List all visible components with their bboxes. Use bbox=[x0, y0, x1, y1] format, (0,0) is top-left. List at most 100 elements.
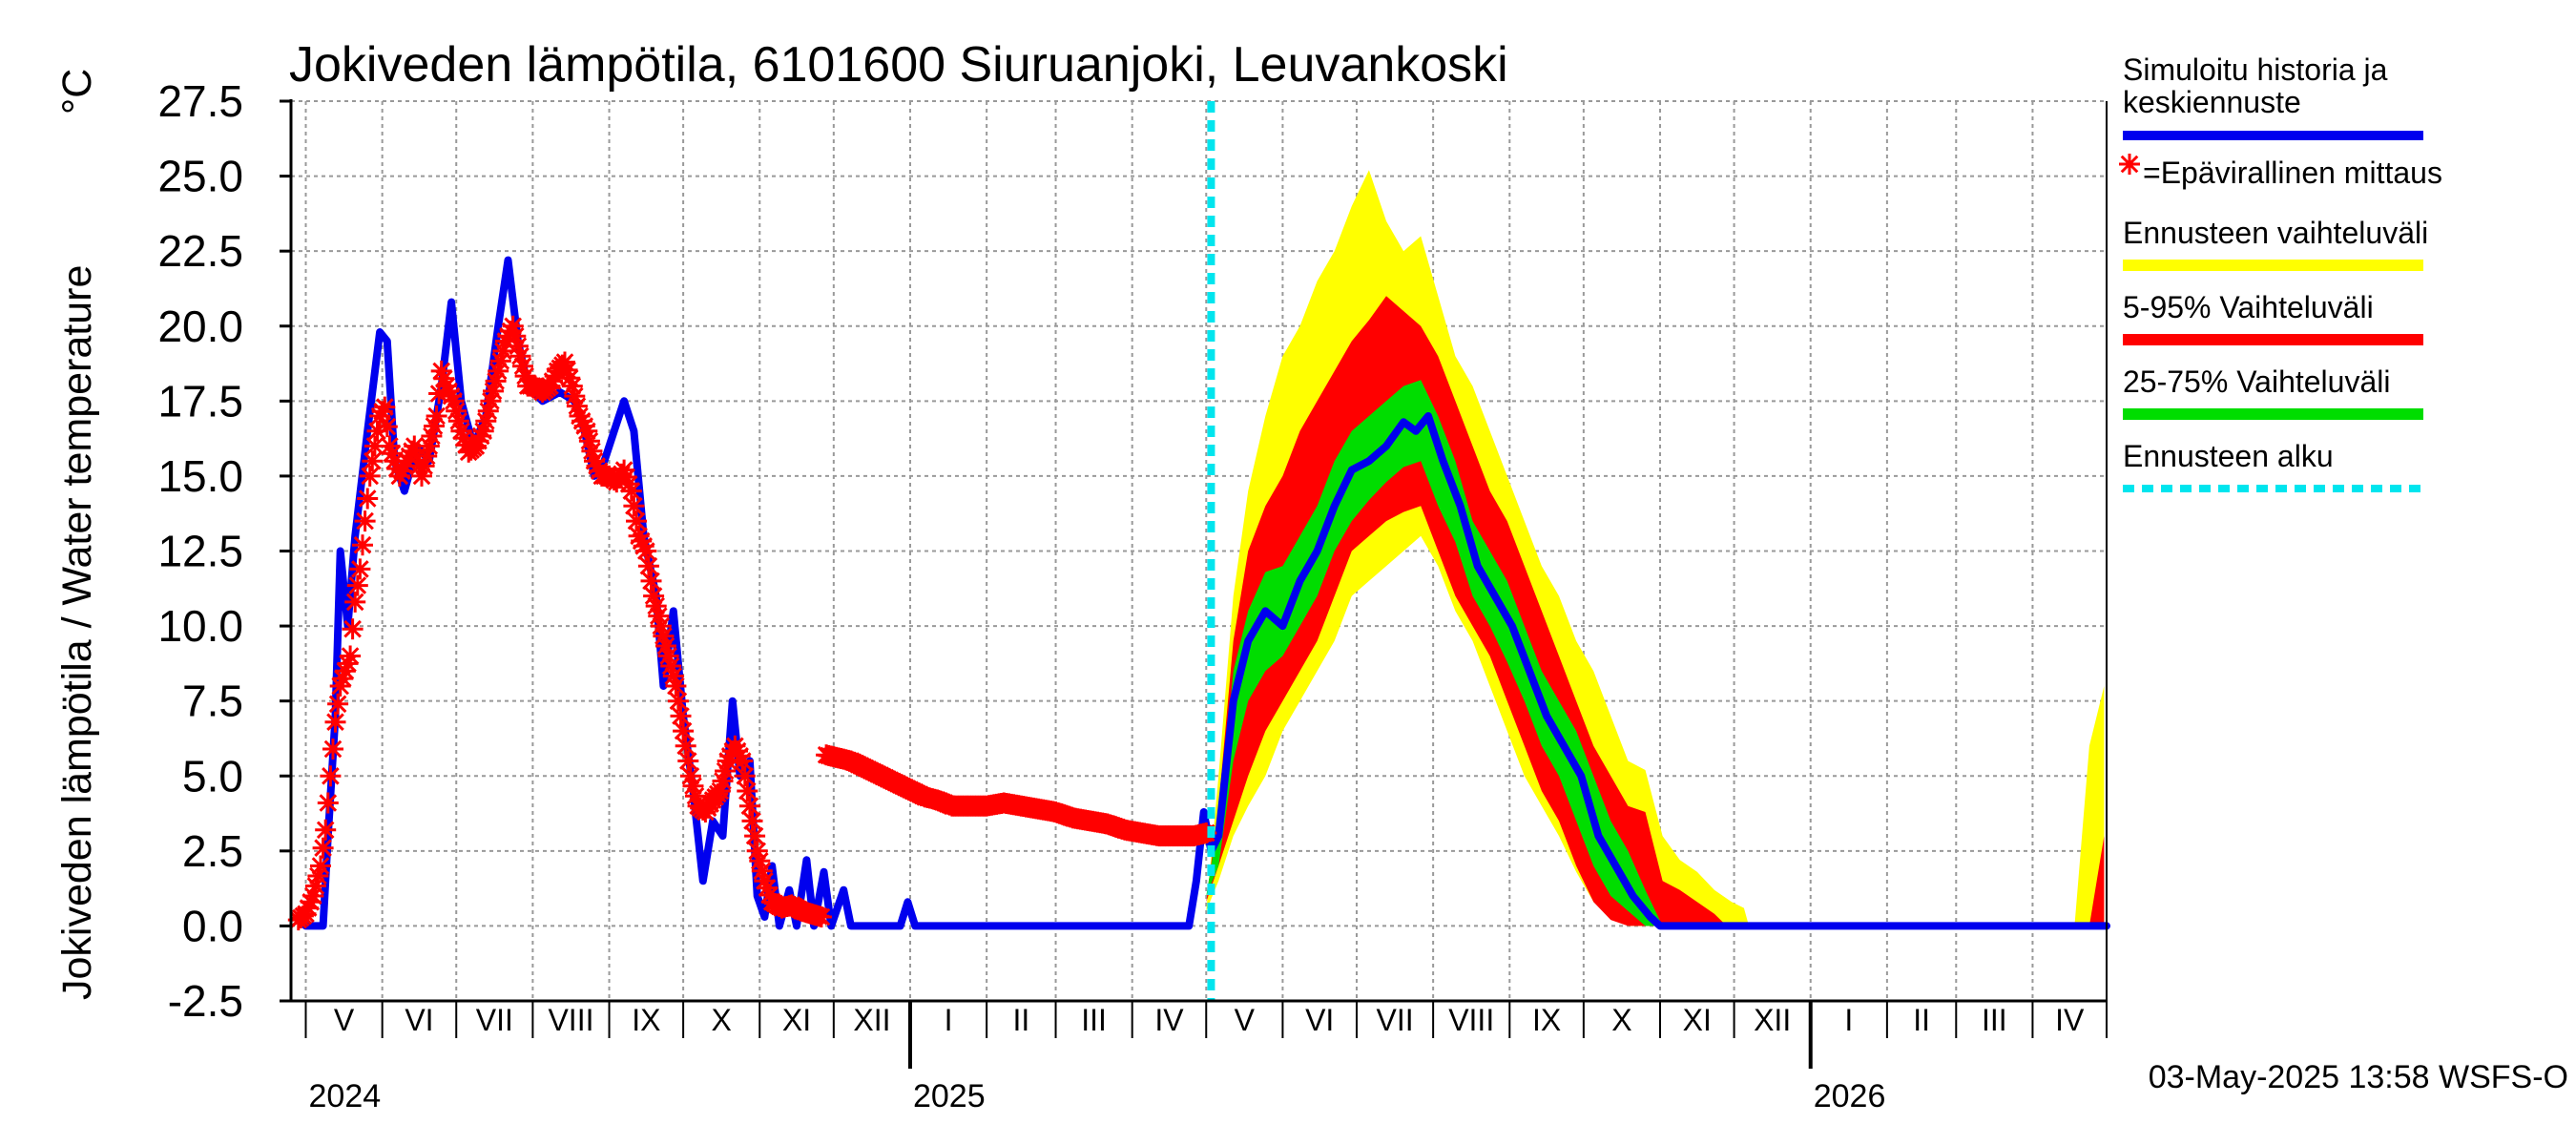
measurement-stroke bbox=[405, 437, 424, 455]
measurement-point bbox=[312, 837, 334, 859]
measurement-point bbox=[620, 480, 642, 502]
measurement-stroke bbox=[614, 461, 634, 479]
measurement-stroke bbox=[326, 713, 344, 732]
y-tick-label: 10.0 bbox=[157, 601, 243, 651]
measurement-point bbox=[667, 690, 689, 712]
measurement-point bbox=[327, 693, 349, 715]
legend-history-label: Simuloitu historia ja bbox=[2123, 52, 2388, 87]
month-label: IV bbox=[1154, 1003, 1184, 1037]
measurement-point bbox=[626, 510, 647, 532]
measurement-stroke bbox=[733, 752, 752, 770]
measurement-stroke bbox=[758, 879, 777, 897]
measurement-stroke bbox=[736, 766, 755, 785]
legend-full-range-label: Ennusteen vaihteluväli bbox=[2123, 216, 2428, 250]
measurement-stroke bbox=[563, 377, 582, 395]
measurement-point bbox=[376, 416, 398, 438]
measurement-stroke bbox=[509, 337, 528, 356]
legend-5-95-label: 5-95% Vaihteluväli bbox=[2123, 290, 2374, 324]
measurement-point bbox=[359, 465, 381, 487]
measurement-point bbox=[322, 739, 343, 760]
month-label: XI bbox=[782, 1003, 811, 1037]
month-label: VI bbox=[405, 1003, 433, 1037]
measurement-point bbox=[344, 591, 366, 613]
measurement-point bbox=[315, 819, 337, 841]
measurement-stroke bbox=[625, 496, 643, 515]
measurement-stroke bbox=[664, 667, 683, 685]
measurement-stroke bbox=[622, 482, 641, 500]
measurement-stroke bbox=[647, 596, 666, 615]
measurement-stroke bbox=[341, 647, 360, 665]
month-label: XI bbox=[1683, 1003, 1712, 1037]
measurement-stroke bbox=[322, 766, 340, 785]
measurement-stroke bbox=[314, 839, 332, 858]
measurement-point bbox=[673, 720, 695, 742]
year-label: 2025 bbox=[913, 1078, 986, 1114]
measurement-stroke bbox=[560, 368, 579, 387]
measurement-stroke bbox=[316, 821, 335, 840]
measurement-stroke bbox=[447, 402, 466, 421]
measurement-point bbox=[342, 618, 364, 640]
timestamp-footer: 03-May-2025 13:58 WSFS-O bbox=[2149, 1059, 2568, 1095]
measurement-point bbox=[349, 558, 371, 580]
measurement-point bbox=[677, 750, 699, 772]
measurement-point bbox=[310, 855, 331, 877]
measurement-point bbox=[320, 765, 342, 787]
month-label: I bbox=[1844, 1003, 1853, 1037]
month-label: VIII bbox=[548, 1003, 593, 1037]
y-axis-label: Jokiveden lämpötila / Water temperature bbox=[54, 265, 100, 1000]
measurement-point bbox=[2119, 154, 2140, 175]
legend-history-label-2: keskiennuste bbox=[2123, 85, 2301, 119]
measurement-stroke bbox=[672, 707, 690, 725]
measurement-stroke bbox=[652, 616, 671, 635]
measurement-stroke bbox=[812, 907, 831, 926]
legend-25-75-label: 25-75% Vaihteluväli bbox=[2123, 364, 2390, 399]
measurement-stroke bbox=[583, 442, 601, 461]
measurement-point bbox=[324, 711, 346, 733]
measurement-stroke bbox=[516, 366, 534, 385]
y-tick-label: 17.5 bbox=[157, 376, 243, 426]
measurement-point bbox=[374, 396, 396, 418]
month-label: III bbox=[1982, 1003, 2007, 1037]
measurement-point bbox=[346, 574, 368, 596]
measurement-stroke bbox=[343, 619, 362, 638]
legend-measurement-label: =Epävirallinen mittaus bbox=[2143, 156, 2442, 190]
measurement-stroke bbox=[353, 535, 372, 554]
y-axis-unit: °C bbox=[54, 69, 100, 114]
y-tick-label: 5.0 bbox=[182, 751, 243, 801]
measurement-stroke bbox=[319, 794, 338, 812]
measurement-point bbox=[352, 534, 373, 556]
measurement-stroke bbox=[511, 346, 530, 365]
measurement-stroke bbox=[656, 636, 675, 656]
measurement-stroke bbox=[619, 474, 638, 493]
y-tick-label: 12.5 bbox=[157, 527, 243, 576]
measurement-stroke bbox=[639, 556, 658, 575]
measurement-point bbox=[737, 781, 758, 802]
measurement-point bbox=[354, 510, 376, 532]
measurement-point bbox=[413, 455, 435, 477]
measurement-stroke bbox=[513, 357, 532, 376]
measurement-stroke bbox=[577, 422, 596, 441]
measurement-stroke bbox=[365, 437, 384, 455]
measurement-point bbox=[623, 495, 645, 517]
y-tick-label: -2.5 bbox=[168, 976, 243, 1026]
measurement-stroke bbox=[684, 777, 702, 796]
measurement-stroke bbox=[375, 398, 394, 416]
measurement-point bbox=[734, 765, 756, 787]
measurement-point bbox=[357, 488, 379, 510]
y-tick-label: 22.5 bbox=[157, 226, 243, 276]
measurement-stroke bbox=[649, 607, 668, 625]
measurement-stroke bbox=[748, 842, 767, 861]
measurement-point bbox=[637, 555, 659, 577]
measurement-stroke bbox=[383, 444, 402, 463]
measurement-stroke bbox=[434, 369, 453, 388]
month-label: V bbox=[1235, 1003, 1256, 1037]
measurement-point bbox=[670, 705, 692, 727]
measurement-stroke bbox=[356, 511, 374, 531]
month-label: IX bbox=[1532, 1003, 1561, 1037]
month-label: I bbox=[945, 1003, 953, 1037]
measurement-stroke bbox=[627, 511, 646, 531]
month-label: IV bbox=[2055, 1003, 2085, 1037]
band-25-75 bbox=[1206, 380, 1663, 926]
y-tick-label: 25.0 bbox=[157, 152, 243, 201]
